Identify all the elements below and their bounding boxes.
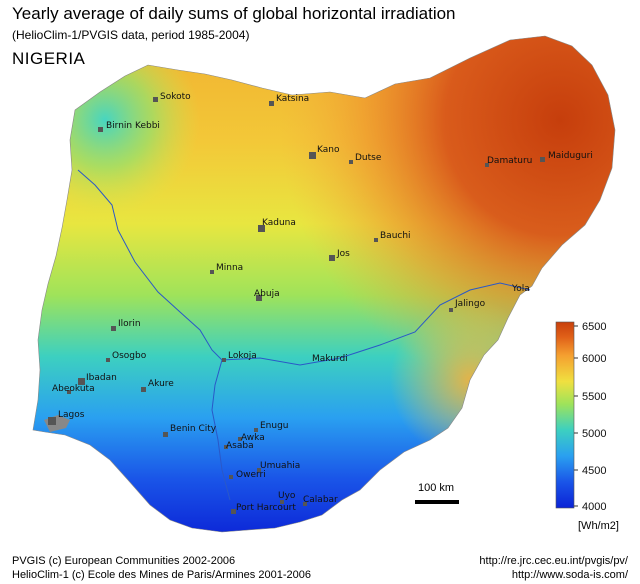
city-label-abeokuta: Abeokuta [52,384,95,394]
footer-link-soda[interactable]: http://www.soda-is.com/ [511,569,628,581]
city-marker-kaduna [258,225,265,232]
scale-bar [415,500,459,504]
legend-tick-5000: 5000 [582,428,606,440]
city-marker-bauchi [374,238,378,242]
legend: 6500 6000 5500 5000 4500 4000 [555,321,606,513]
legend-tick-4000: 4000 [582,501,606,513]
city-label-benin-city: Benin City [170,424,217,434]
legend-unit: [Wh/m2] [578,520,619,532]
city-marker-calabar [303,502,307,506]
city-label-abuja: Abuja [254,289,280,299]
city-label-kaduna: Kaduna [262,218,296,228]
city-label-ilorin: Ilorin [118,319,141,329]
footer-credit-helioclim: HelioClim-1 (c) Ecole des Mines de Paris… [12,569,311,581]
city-marker-ibadan [78,378,85,385]
city-marker-asaba [224,445,228,449]
city-marker-ilorin [111,326,116,331]
city-label-umuahia: Umuahia [260,461,300,471]
city-label-damaturu: Damaturu [487,156,532,166]
city-marker-akure [141,387,146,392]
city-marker-damaturu [485,163,489,167]
scale-bar-label: 100 km [418,482,455,494]
map-title: Yearly average of daily sums of global h… [12,4,456,23]
city-label-asaba: Asaba [226,441,254,451]
legend-tick-6000: 6000 [582,353,606,365]
city-marker-umuahia [257,468,261,472]
city-label-kano: Kano [317,145,340,155]
legend-tick-4500: 4500 [582,465,606,477]
river-label-makurdi: Makurdi [312,354,348,364]
city-marker-jalingo [449,308,453,312]
city-marker-jos [329,255,335,261]
city-label-sokoto: Sokoto [160,92,191,102]
city-label-calabar: Calabar [303,495,338,505]
city-marker-sokoto [153,97,158,102]
city-labels: Sokoto Katsina Birnin Kebbi Kano Dutse D… [52,92,593,513]
footer-link-pvgis[interactable]: http://re.jrc.cec.eu.int/pvgis/pv/ [479,555,628,567]
city-label-katsina: Katsina [276,94,309,104]
city-marker-enugu [254,428,258,432]
city-label-jalingo: Jalingo [454,299,486,309]
city-marker-abuja [256,295,262,301]
city-label-port-harcourt: Port Harcourt [236,503,296,513]
city-marker-birnin-kebbi [98,127,103,132]
city-marker-minna [210,270,214,274]
city-marker-maiduguri [540,157,545,162]
footer-credit-pvgis: PVGIS (c) European Communities 2002-2006 [12,555,236,567]
city-markers [48,97,545,514]
city-marker-osogbo [106,358,110,362]
map-subtitle: (HelioClim-1/PVGIS data, period 1985-200… [12,28,250,42]
city-label-jos: Jos [336,249,350,259]
city-label-lagos: Lagos [58,410,85,420]
city-label-minna: Minna [216,263,243,273]
city-label-lokoja: Lokoja [228,351,257,361]
city-marker-lokoja [222,358,226,362]
city-label-enugu: Enugu [260,421,289,431]
city-marker-katsina [269,101,274,106]
legend-tick-5500: 5500 [582,391,606,403]
city-label-bauchi: Bauchi [380,231,411,241]
benue-river [221,282,531,366]
city-label-uyo: Uyo [278,491,296,501]
city-marker-kano [309,152,316,159]
city-label-osogbo: Osogbo [112,351,147,361]
city-label-maiduguri: Maiduguri [548,151,593,161]
legend-tick-6500: 6500 [582,321,606,333]
city-marker-awka [238,437,242,441]
city-marker-port-harcourt [231,509,236,514]
city-marker-lagos [48,417,56,425]
city-label-akure: Akure [148,379,174,389]
city-label-dutse: Dutse [355,153,382,163]
city-label-owerri: Owerri [236,470,266,480]
city-marker-abeokuta [67,390,71,394]
city-marker-owerri [229,475,233,479]
city-marker-dutse [349,160,353,164]
city-label-ibadan: Ibadan [86,373,117,383]
irradiation-surface [33,36,615,532]
rivers [77,169,531,501]
city-marker-uyo [280,500,284,504]
legend-color-bar [555,321,575,509]
river-label-yola: Yola [511,284,530,294]
city-label-birnin-kebbi: Birnin Kebbi [106,121,160,131]
city-marker-benin-city [163,432,168,437]
niger-river [77,169,231,501]
country-name: NIGERIA [12,49,86,68]
city-label-awka: Awka [241,433,265,443]
